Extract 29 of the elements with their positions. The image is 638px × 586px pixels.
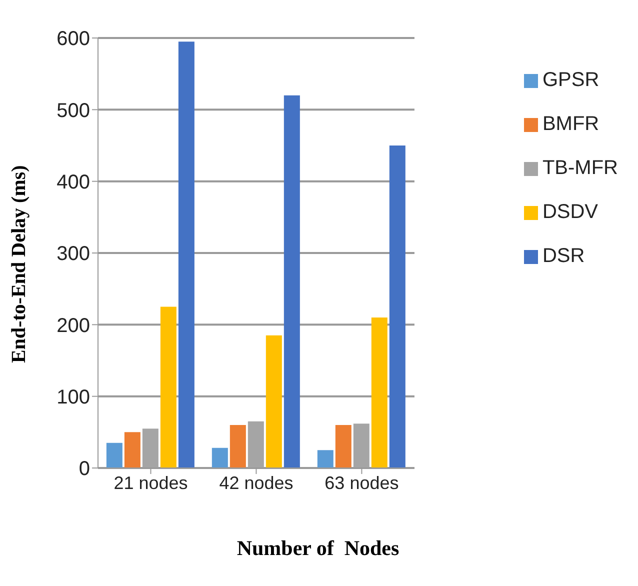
- bar: [266, 335, 282, 468]
- x-axis-title: Number of Nodes: [236, 536, 400, 561]
- legend-label: TB-MFR: [542, 157, 618, 179]
- bar: [335, 425, 352, 468]
- legend-label: GPSR: [542, 69, 600, 91]
- bar: [371, 318, 388, 468]
- bar: [317, 450, 334, 468]
- y-tick-label: 600: [56, 28, 90, 50]
- bar: [284, 95, 300, 468]
- x-tick-label: 21 nodes: [114, 472, 188, 493]
- y-tick-label: 400: [56, 171, 90, 194]
- legend-label: DSDV: [542, 201, 598, 223]
- bar: [160, 306, 176, 468]
- bar: [212, 448, 228, 468]
- y-tick-label: 0: [78, 458, 90, 480]
- bar: [230, 425, 246, 468]
- y-tick-label: 500: [56, 100, 90, 122]
- legend-label: DSR: [542, 245, 585, 267]
- legend-label: BMFR: [542, 113, 600, 135]
- bar: [106, 442, 122, 468]
- x-tick-label: 42 nodes: [219, 472, 294, 493]
- y-tick-label: 200: [56, 314, 90, 337]
- x-tick-label: 63 nodes: [324, 472, 399, 493]
- y-tick-label: 100: [56, 386, 90, 408]
- bar: [389, 146, 406, 468]
- y-axis-title: End-to-End Delay (ms): [8, 165, 30, 363]
- bar: [178, 42, 194, 468]
- y-tick-label: 300: [56, 243, 90, 266]
- bar: [124, 432, 140, 468]
